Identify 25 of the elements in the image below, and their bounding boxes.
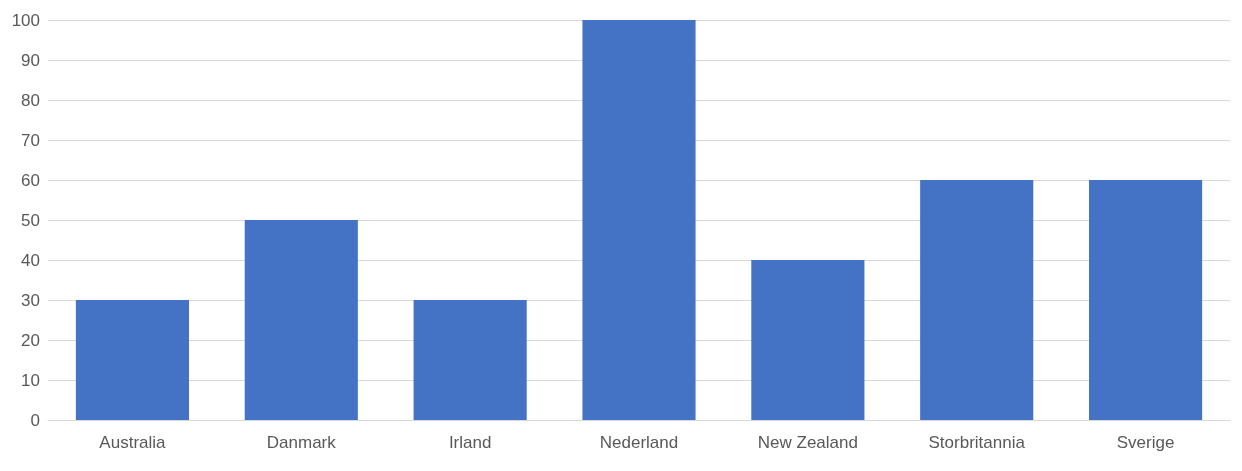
x-tick-label: Australia (99, 433, 167, 452)
x-tick-label: Danmark (266, 433, 337, 452)
x-tick-label: Irland (448, 433, 492, 452)
y-tick-label: 70 (21, 130, 40, 150)
y-tick-label: 20 (21, 330, 40, 350)
x-tick-label: Sverige (1116, 433, 1175, 452)
y-tick-label: 30 (21, 290, 40, 310)
y-tick-label: 60 (21, 170, 40, 190)
y-tick-label: 40 (21, 250, 40, 270)
bar (751, 260, 865, 420)
bar (1089, 180, 1203, 420)
bar (244, 220, 358, 420)
bar (75, 300, 189, 420)
y-tick-label: 80 (21, 90, 40, 110)
bar (920, 180, 1034, 420)
bar (413, 300, 527, 420)
y-tick-label: 100 (11, 10, 40, 30)
x-tick-label: Storbritannia (928, 433, 1026, 452)
x-tick-label: New Zealand (757, 433, 858, 452)
y-tick-label: 0 (30, 410, 40, 430)
bar (582, 20, 696, 420)
x-tick-label: Nederland (599, 433, 679, 452)
y-tick-label: 10 (21, 370, 40, 390)
y-tick-label: 90 (21, 50, 40, 70)
y-tick-label: 50 (21, 210, 40, 230)
